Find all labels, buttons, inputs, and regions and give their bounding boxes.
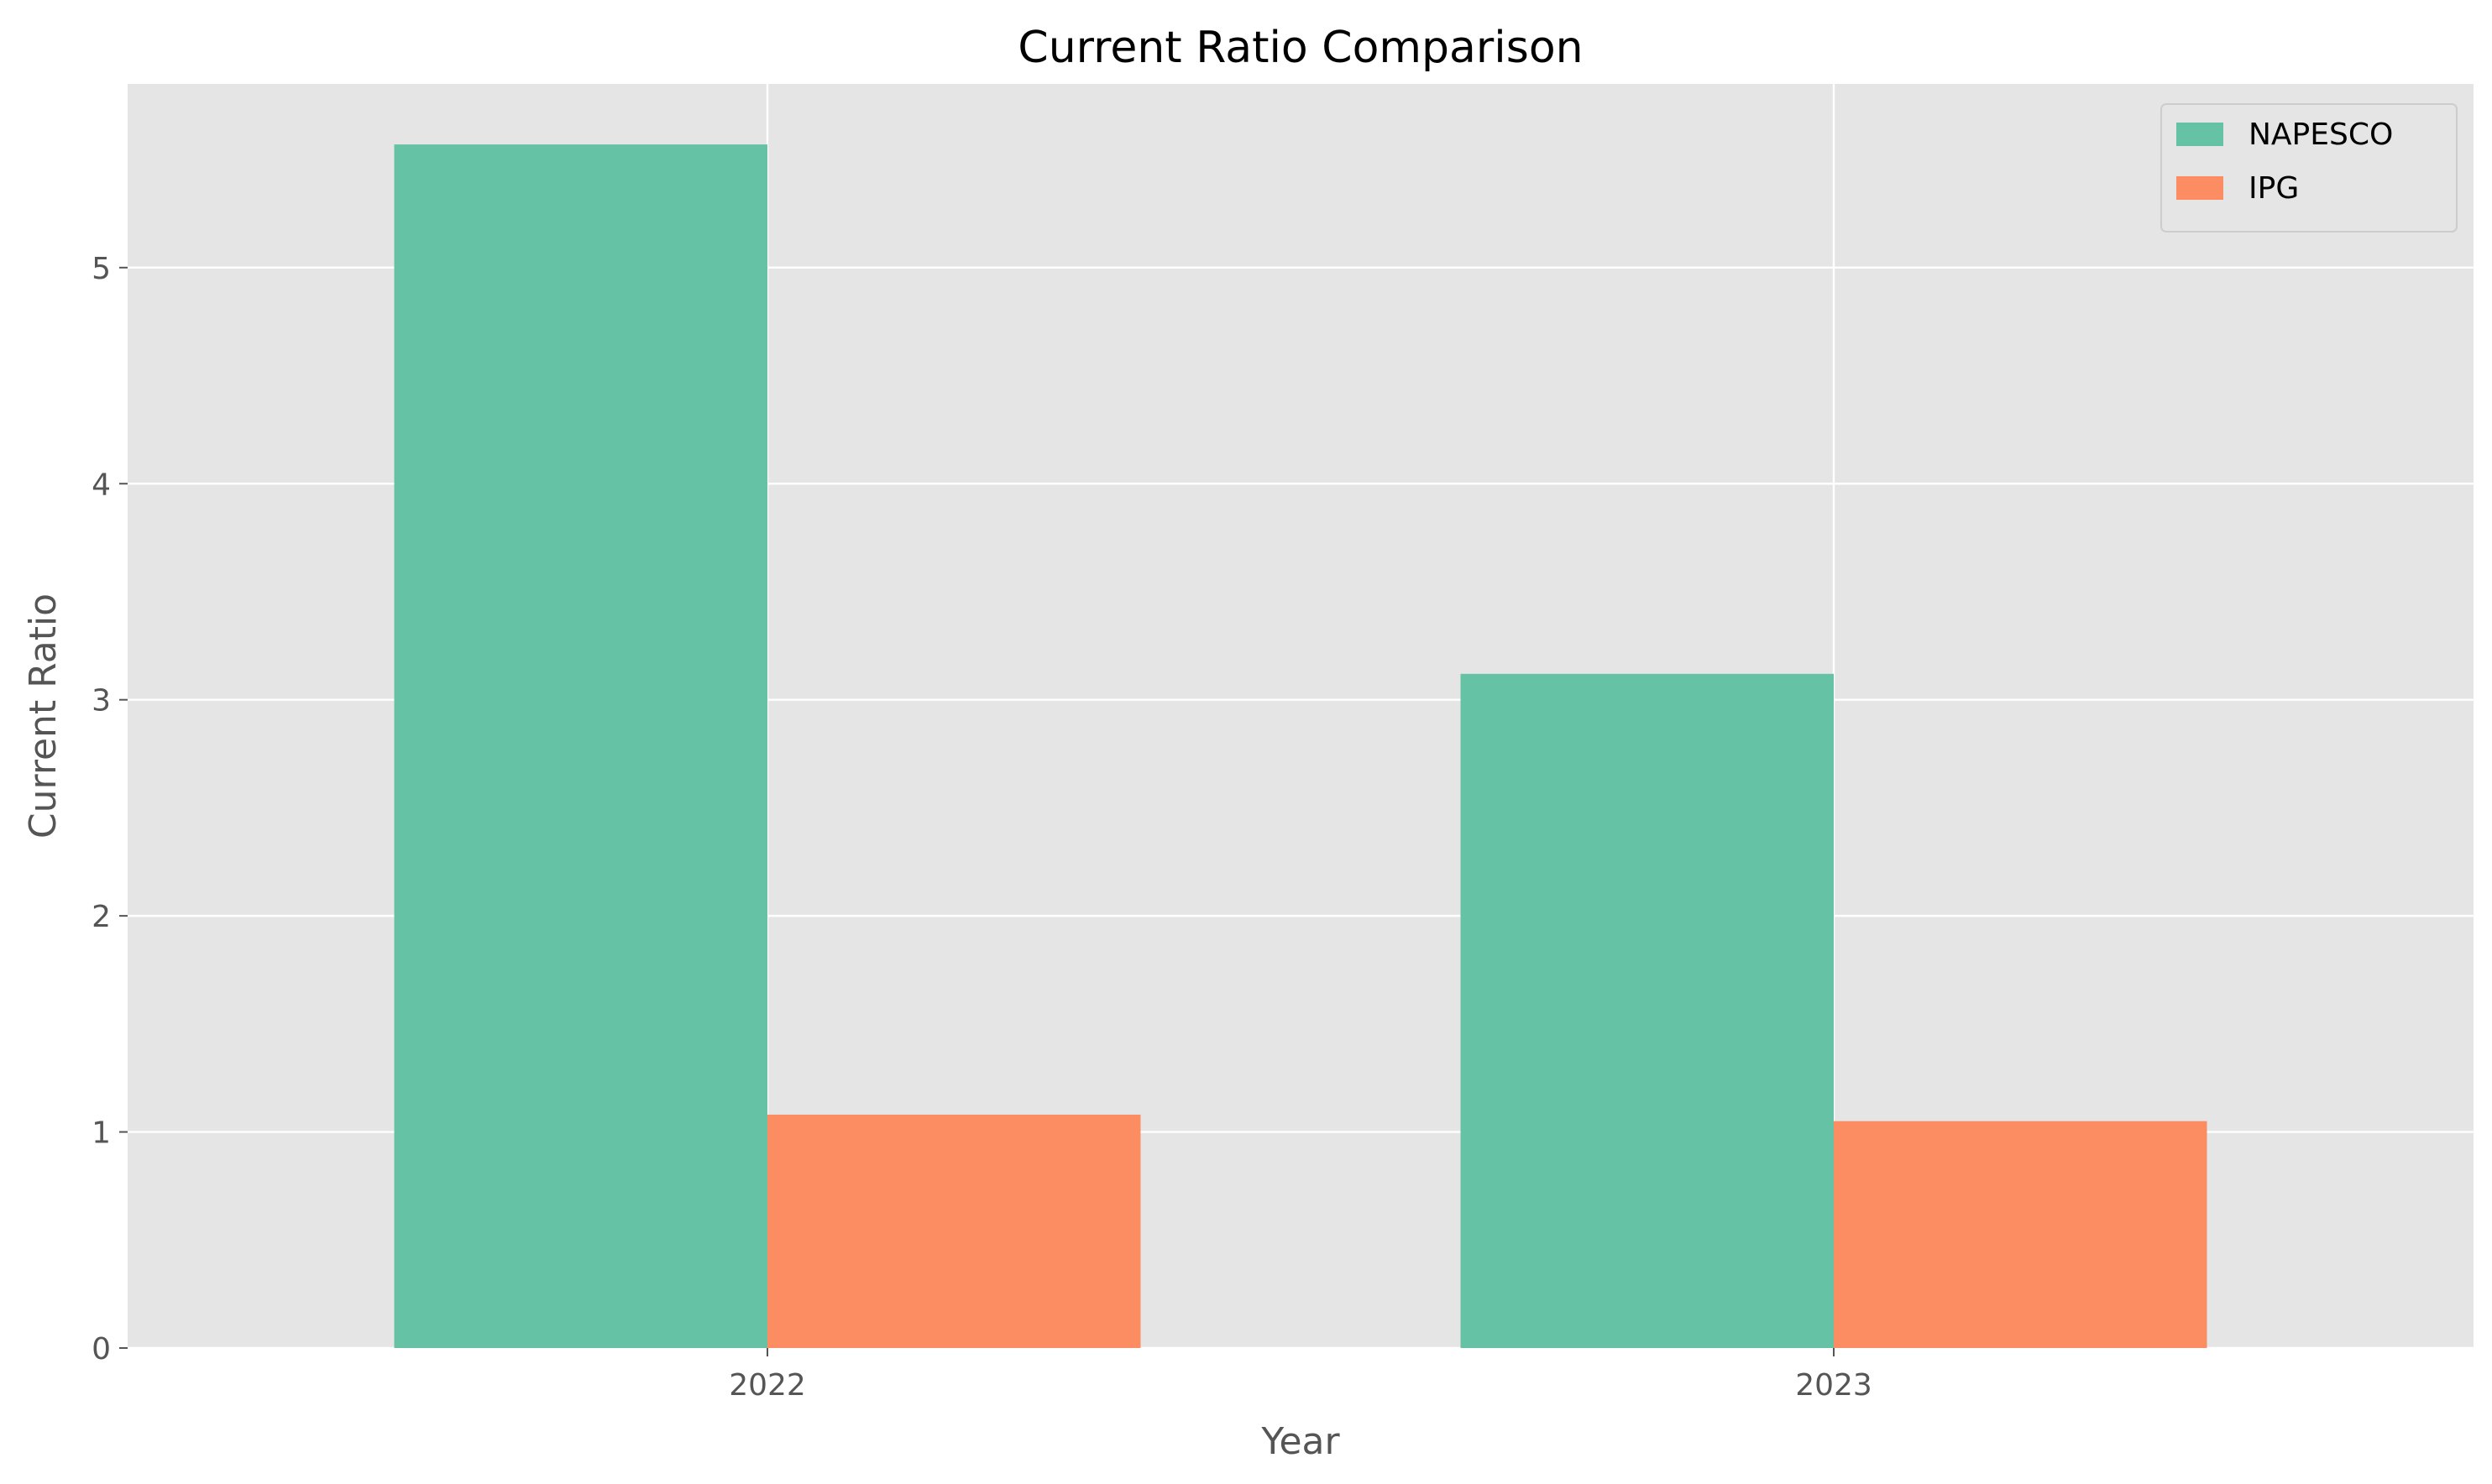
y-tick-label: 0	[92, 1332, 111, 1366]
y-tick-label: 3	[92, 684, 111, 718]
legend: NAPESCO IPG	[2160, 103, 2458, 233]
chart-title: Current Ratio Comparison	[1018, 23, 1583, 73]
y-tick-label: 1	[92, 1116, 111, 1151]
y-tick-label: 4	[92, 468, 111, 502]
legend-swatch	[2176, 123, 2223, 146]
y-axis-ticks: 0 1 2 3 4 5	[92, 252, 128, 1366]
legend-label: IPG	[2249, 171, 2299, 206]
legend-box	[2160, 103, 2458, 233]
bar-ipg-2023	[1834, 1121, 2207, 1348]
y-tick-label: 2	[92, 900, 111, 934]
bar-napesco-2023	[1460, 673, 1834, 1348]
x-tick-label: 2022	[729, 1368, 806, 1403]
bars	[394, 144, 2207, 1349]
x-axis-ticks: 2022 2023	[729, 1348, 1872, 1403]
legend-swatch	[2176, 176, 2223, 200]
bar-napesco-2022	[394, 144, 767, 1349]
legend-label: NAPESCO	[2249, 118, 2393, 152]
bar-ipg-2022	[767, 1114, 1141, 1348]
y-tick-label: 5	[92, 252, 111, 286]
y-axis-label: Current Ratio	[22, 593, 65, 839]
x-tick-label: 2023	[1795, 1368, 1872, 1403]
x-axis-label: Year	[1260, 1420, 1340, 1463]
